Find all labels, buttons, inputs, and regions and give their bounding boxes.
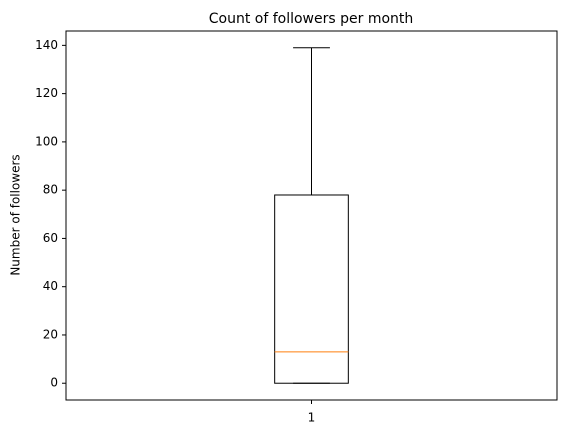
y-tick-label: 80 xyxy=(43,183,58,197)
y-tick-label: 0 xyxy=(50,376,58,390)
y-tick-label: 120 xyxy=(35,86,58,100)
y-tick-label: 20 xyxy=(43,327,58,341)
y-tick-label: 60 xyxy=(43,231,58,245)
y-axis-label: Number of followers xyxy=(9,154,23,275)
y-tick-label: 40 xyxy=(43,279,58,293)
y-tick-label: 140 xyxy=(35,38,58,52)
chart-title: Count of followers per month xyxy=(209,11,414,27)
box xyxy=(274,194,349,384)
x-tick-label: 1 xyxy=(308,411,316,425)
y-tick-label: 100 xyxy=(35,134,58,148)
